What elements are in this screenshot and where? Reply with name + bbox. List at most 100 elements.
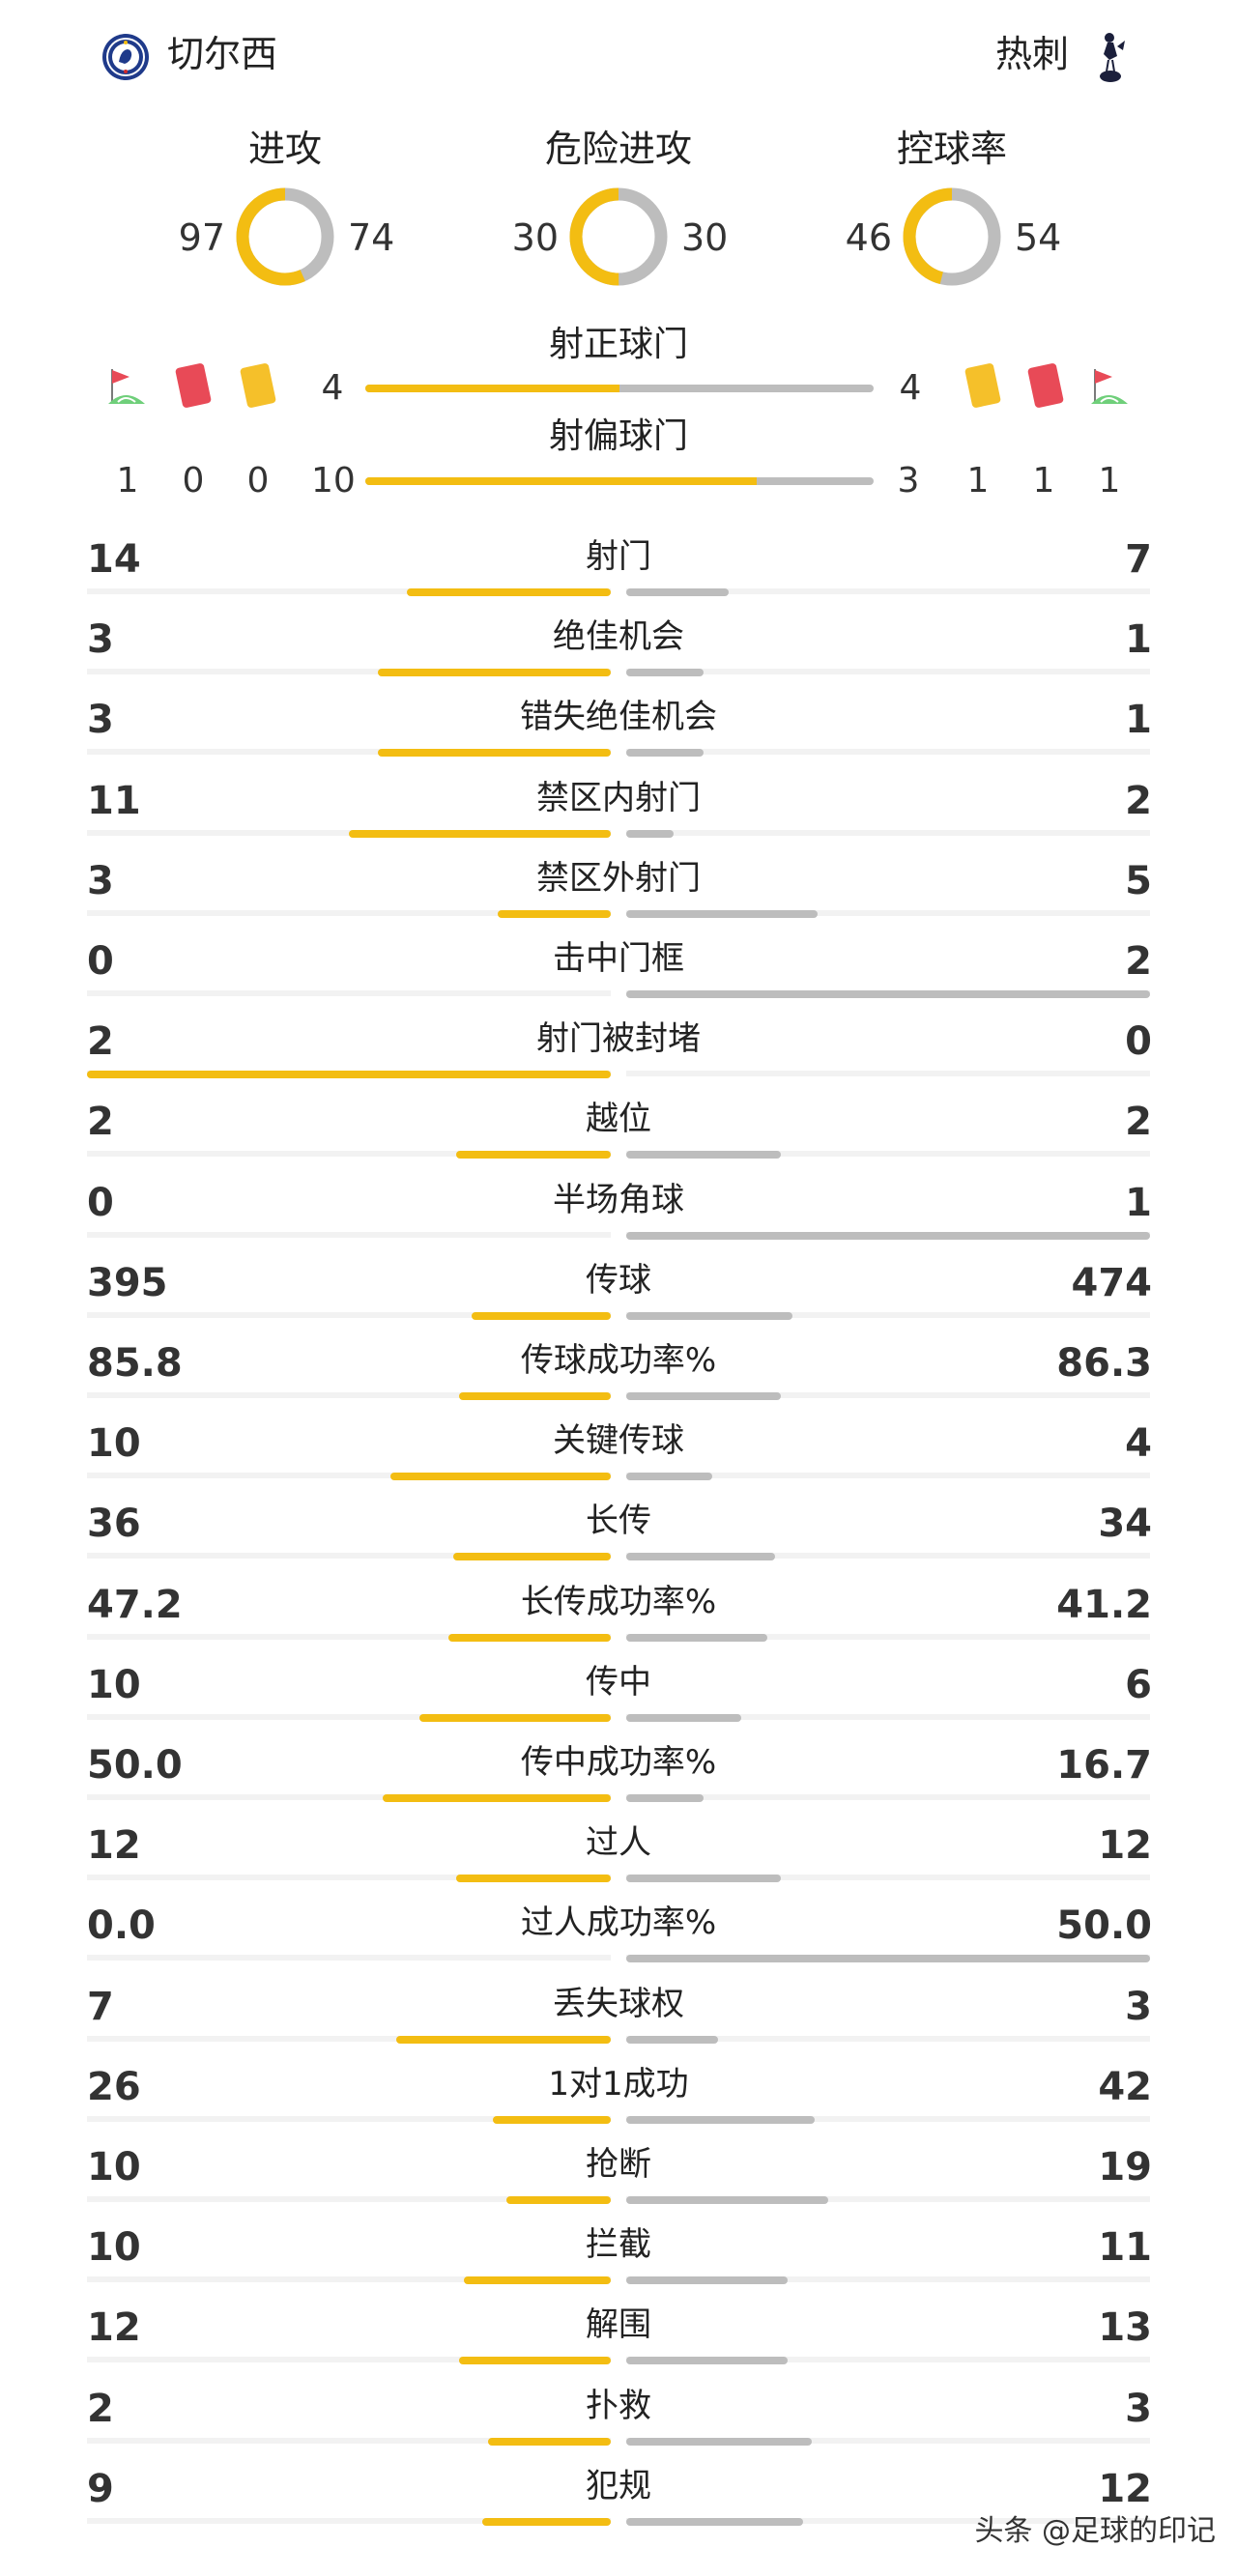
stat-away-value: 1	[1125, 698, 1152, 743]
stat-home-bar	[456, 1151, 611, 1159]
stat-away-bar	[626, 1794, 705, 1802]
chelsea-crest-icon	[101, 33, 150, 81]
stat-away-track	[626, 1553, 1150, 1560]
away-team-name: 热刺	[995, 33, 1070, 75]
stat-home-value: 2	[87, 1019, 114, 1065]
stat-row: 0 击中门框 2	[0, 934, 1237, 1015]
stat-home-track	[87, 1875, 611, 1881]
stat-away-bar	[626, 1875, 781, 1883]
stat-home-track	[87, 2035, 611, 2042]
donut-home-value: 30	[511, 216, 559, 259]
stat-home-bar	[419, 1713, 611, 1722]
stat-away-track	[626, 1071, 1150, 1077]
shots-on-target-track	[365, 385, 874, 392]
stat-home-bar	[472, 1311, 611, 1320]
stat-row: 3 禁区外射门 5	[0, 854, 1237, 934]
stat-home-value: 10	[87, 1662, 141, 1707]
stat-home-bar	[447, 1633, 611, 1642]
home-team-name: 切尔西	[167, 33, 278, 75]
stat-row: 2 越位 2	[0, 1095, 1237, 1175]
stat-away-value: 34	[1098, 1502, 1152, 1547]
donut-home-arc	[903, 187, 1001, 286]
stat-label: 抢断	[586, 2145, 651, 2184]
shots-on-target-title: 射正球门	[548, 325, 688, 364]
corner-flag-icon	[104, 365, 149, 410]
stat-home-value: 0	[87, 939, 114, 984]
stat-home-value: 7	[87, 1984, 114, 2029]
donut-home-value: 46	[845, 216, 892, 259]
stat-home-bar	[377, 669, 611, 677]
stat-away-track	[626, 749, 1150, 756]
stat-home-value: 10	[87, 2145, 141, 2190]
stat-away-value: 50.0	[1056, 1903, 1152, 1949]
stat-away-track	[626, 909, 1150, 916]
stat-away-bar	[626, 1311, 793, 1320]
stat-label: 禁区内射门	[536, 778, 701, 817]
stat-away-bar	[626, 2035, 718, 2044]
stat-label: 过人	[586, 1823, 651, 1863]
stat-home-track	[87, 749, 611, 756]
shots-on-target-home: 4	[321, 368, 344, 408]
stat-row: 36 长传 34	[0, 1497, 1237, 1577]
stat-home-track	[87, 1794, 611, 1800]
yellow-card-icon	[239, 362, 277, 409]
stat-away-track	[626, 2357, 1150, 2363]
stat-label: 禁区外射门	[536, 858, 701, 898]
stat-home-track	[87, 1231, 611, 1238]
home-red-cards-count: 0	[182, 461, 205, 501]
stat-away-value: 3	[1125, 1984, 1152, 2029]
stat-row: 26 1对1成功 42	[0, 2060, 1237, 2140]
stat-home-bar	[493, 2115, 611, 2124]
stat-home-track	[87, 2437, 611, 2444]
stat-home-value: 3	[87, 617, 114, 663]
stat-away-track	[626, 1794, 1150, 1800]
stat-label: 传中	[586, 1662, 651, 1702]
stat-home-track	[87, 588, 611, 594]
away-red-card-icon	[1026, 362, 1065, 409]
stat-row: 12 过人 12	[0, 1818, 1237, 1899]
stat-away-value: 2	[1125, 939, 1152, 984]
stat-away-value: 19	[1098, 2145, 1152, 2190]
stat-home-value: 0.0	[87, 1903, 156, 1949]
stat-away-track	[626, 1151, 1150, 1158]
stat-home-value: 2	[87, 1100, 114, 1145]
stat-away-value: 5	[1125, 858, 1152, 903]
stat-away-value: 7	[1125, 537, 1152, 582]
stat-row: 3 错失绝佳机会 1	[0, 693, 1237, 773]
stat-away-bar	[626, 588, 729, 596]
stat-away-value: 12	[1098, 1823, 1152, 1869]
donut-home-arc	[569, 187, 668, 286]
stat-row: 47.2 长传成功率% 41.2	[0, 1578, 1237, 1658]
stat-home-track	[87, 1473, 611, 1479]
stat-label: 解围	[586, 2305, 651, 2345]
stat-away-value: 3	[1125, 2386, 1152, 2431]
stat-home-value: 10	[87, 2225, 141, 2271]
shots-off-target-home-fill	[365, 477, 758, 485]
red-card-icon	[174, 362, 213, 409]
stat-label: 射门被封堵	[536, 1019, 701, 1059]
stat-away-bar	[626, 2115, 816, 2124]
stat-row: 14 射门 7	[0, 532, 1237, 613]
stat-home-track	[87, 2276, 611, 2283]
stat-away-value: 42	[1098, 2064, 1152, 2109]
stat-home-bar	[406, 588, 611, 596]
stat-away-bar	[626, 1231, 1150, 1240]
summary-donut-1: 危险进攻 30 30	[454, 124, 783, 298]
stat-home-track	[87, 1713, 611, 1720]
stat-home-track	[87, 1553, 611, 1560]
stat-away-value: 11	[1098, 2225, 1152, 2271]
stat-row: 11 禁区内射门 2	[0, 774, 1237, 854]
stat-label: 丢失球权	[553, 1984, 684, 2023]
stat-home-bar	[458, 2357, 611, 2365]
stat-label: 射门	[586, 537, 651, 576]
stat-home-bar	[383, 1794, 611, 1802]
stat-away-bar	[626, 990, 1150, 998]
stat-row: 2 射门被封堵 0	[0, 1015, 1237, 1095]
stat-away-bar	[626, 829, 674, 838]
stat-away-bar	[626, 1473, 713, 1481]
stat-row: 10 抢断 19	[0, 2140, 1237, 2220]
stat-away-track	[626, 1311, 1150, 1318]
home-corners-count: 1	[116, 461, 139, 501]
stat-away-bar	[626, 669, 705, 677]
stat-home-value: 12	[87, 1823, 141, 1869]
